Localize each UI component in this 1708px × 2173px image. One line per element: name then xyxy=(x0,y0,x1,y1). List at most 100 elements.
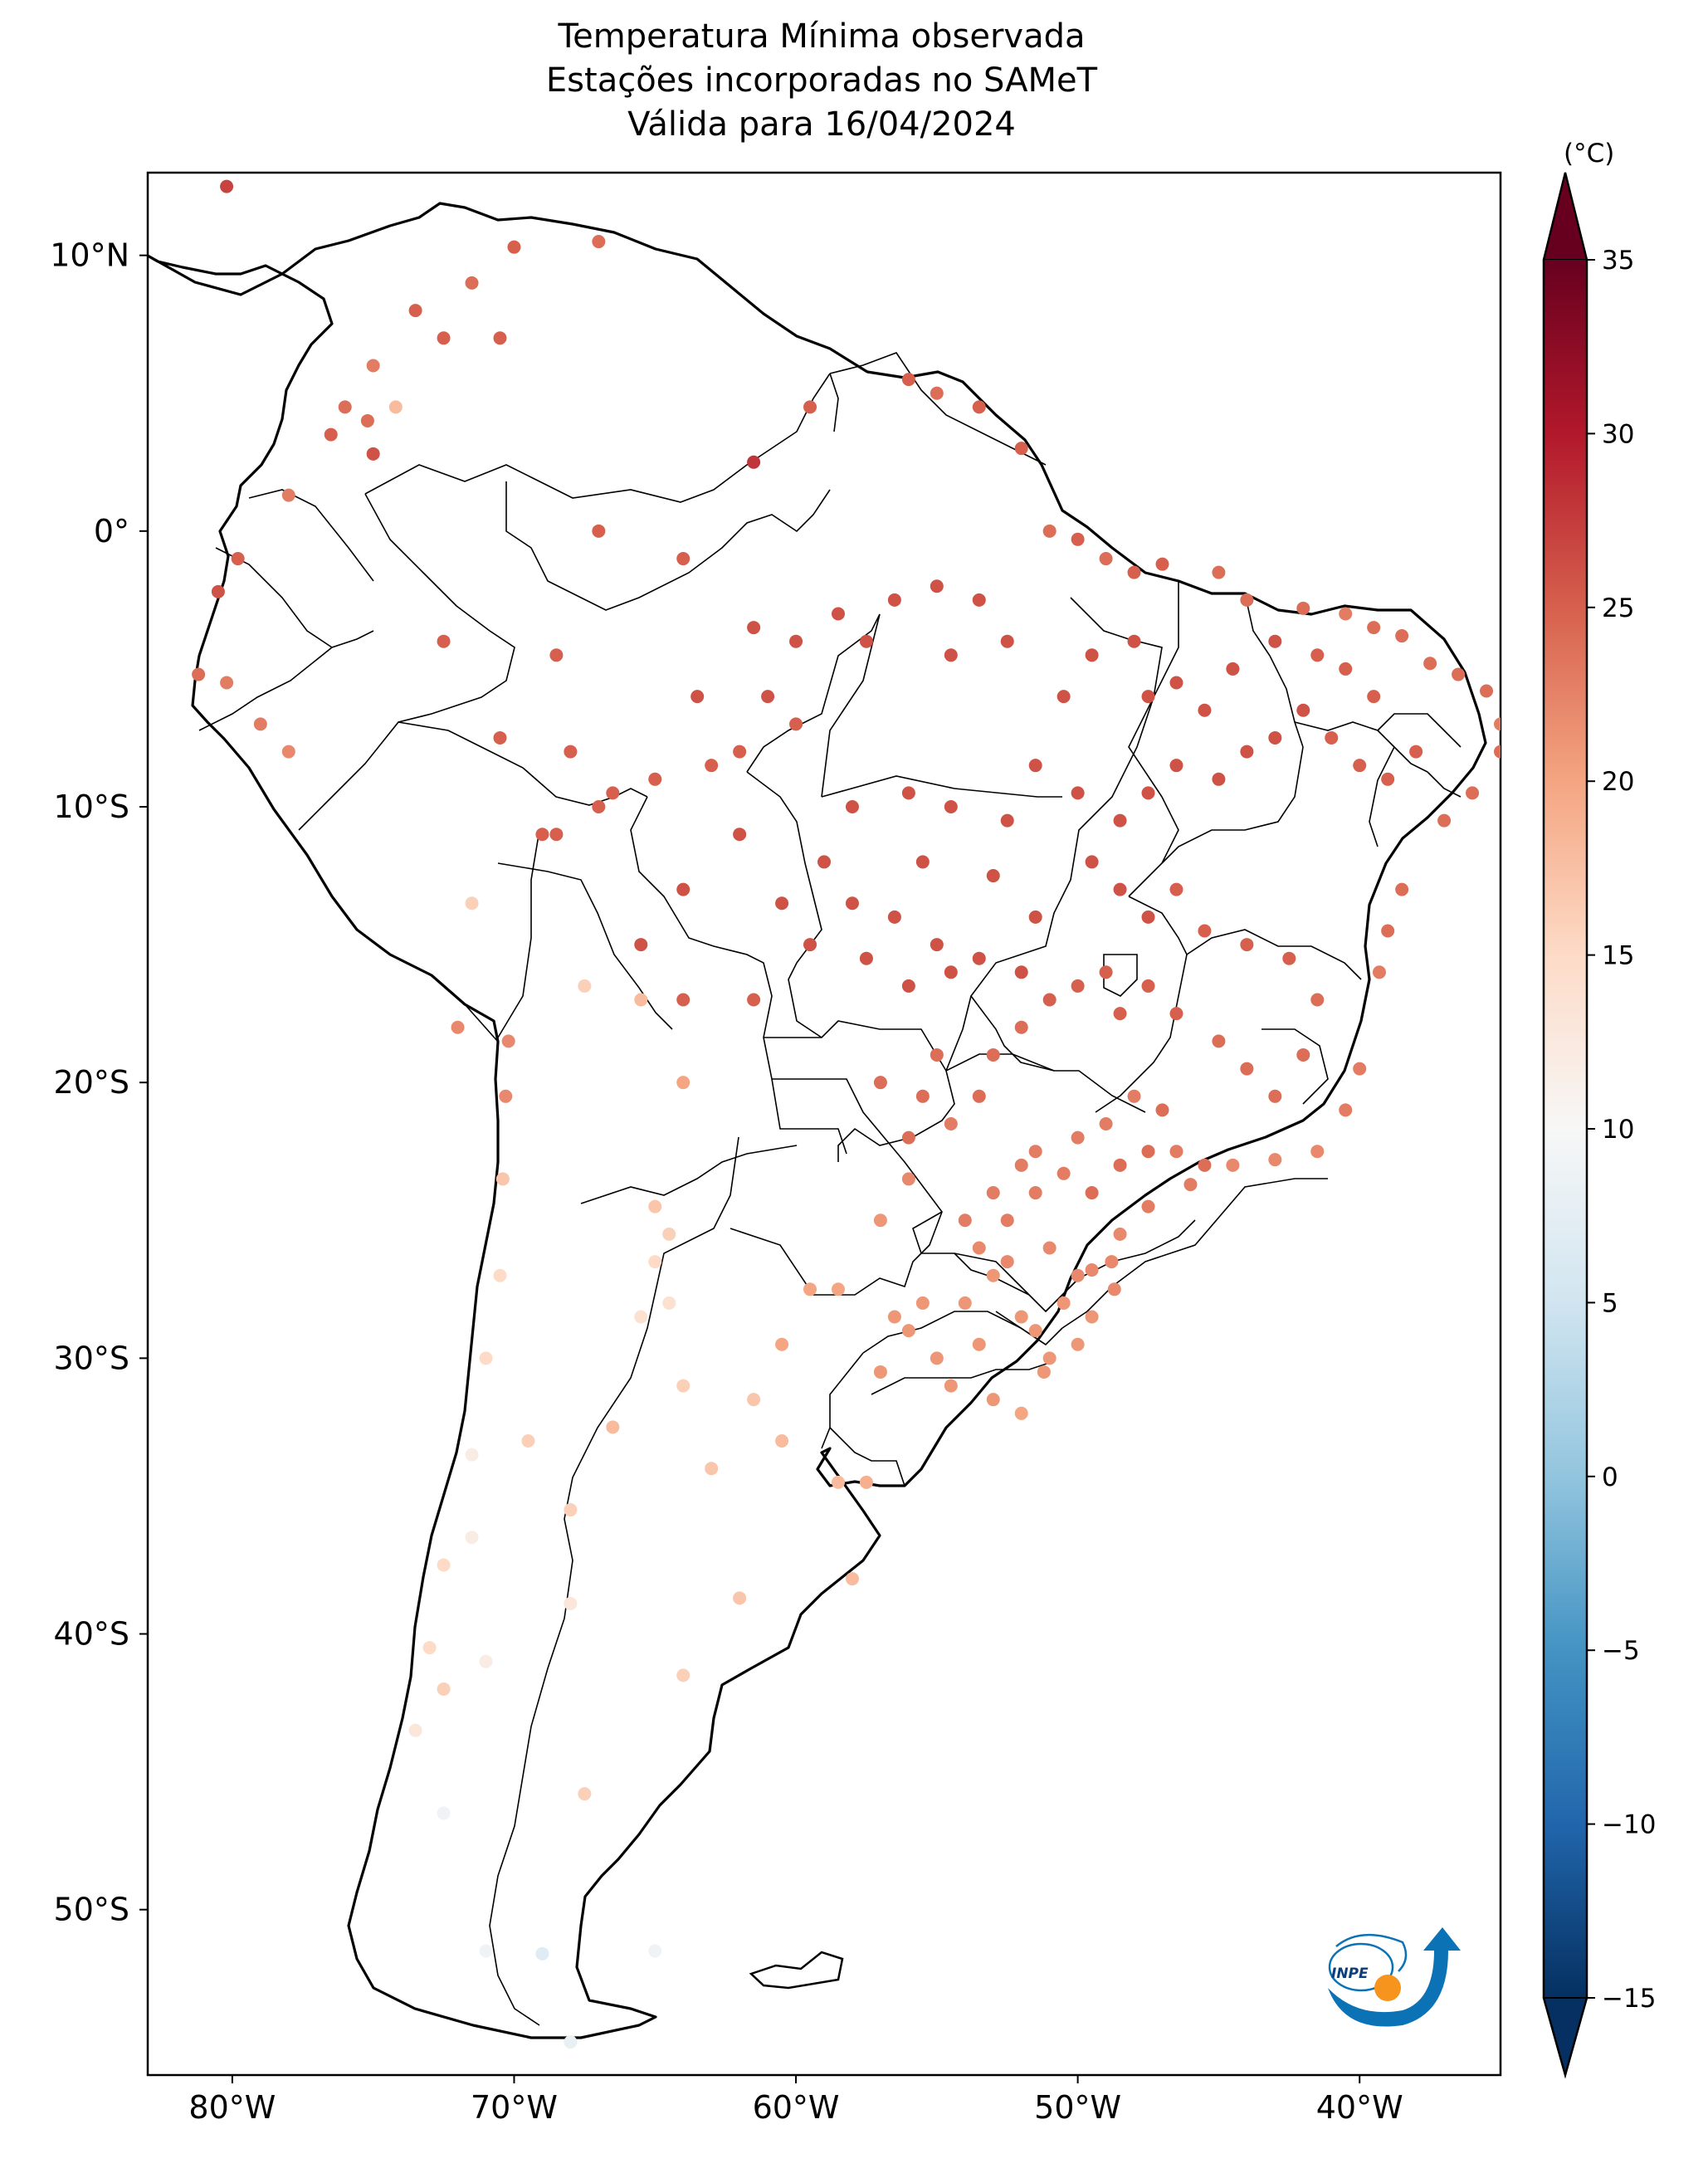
station-marker xyxy=(1113,882,1127,896)
station-marker xyxy=(1014,1020,1028,1034)
station-marker xyxy=(211,584,225,598)
station-marker xyxy=(817,855,831,869)
station-marker xyxy=(972,1241,986,1255)
station-marker xyxy=(733,828,747,842)
station-marker xyxy=(1028,1145,1042,1159)
country-borders xyxy=(198,352,1462,2026)
station-marker xyxy=(592,235,606,249)
station-marker xyxy=(831,1475,845,1489)
station-marker xyxy=(495,1172,510,1186)
station-marker xyxy=(437,634,451,648)
lon-tick-label: 70°W xyxy=(471,2089,558,2126)
station-marker xyxy=(1071,1130,1085,1145)
station-marker xyxy=(592,800,606,813)
station-marker xyxy=(986,1186,1000,1200)
station-marker xyxy=(535,1946,549,1961)
station-marker xyxy=(1268,1153,1282,1167)
station-marker xyxy=(465,896,479,911)
station-marker xyxy=(747,1393,761,1407)
station-marker xyxy=(549,648,564,662)
station-marker xyxy=(915,855,930,869)
station-marker xyxy=(1028,1186,1042,1200)
station-marker xyxy=(1494,745,1501,759)
station-marker xyxy=(1183,1178,1198,1192)
station-marker xyxy=(1437,813,1452,828)
station-marker xyxy=(1282,951,1296,965)
lat-tick-label: 20°S xyxy=(54,1064,129,1101)
lat-tick-label: 0° xyxy=(94,513,129,549)
station-marker xyxy=(1381,772,1395,786)
station-marker xyxy=(944,965,958,979)
station-marker xyxy=(676,1076,691,1090)
station-marker xyxy=(930,1047,944,1062)
station-marker xyxy=(437,1558,451,1572)
station-marker xyxy=(1466,786,1480,800)
station-marker xyxy=(1212,772,1226,786)
station-marker xyxy=(1141,690,1155,704)
station-marker xyxy=(437,1682,451,1696)
station-marker xyxy=(901,1130,915,1145)
station-marker xyxy=(1198,1158,1212,1172)
colorbar-tick-label: −15 xyxy=(1602,1984,1656,2014)
longitude-axis: 80°W 70°W 60°W 50°W 40°W xyxy=(188,2075,1403,2126)
station-marker xyxy=(1099,552,1113,566)
station-marker xyxy=(437,331,451,345)
station-marker xyxy=(338,400,352,414)
station-marker xyxy=(1198,924,1212,938)
station-marker xyxy=(1113,1158,1127,1172)
station-marker xyxy=(901,786,915,800)
lon-tick-label: 80°W xyxy=(188,2089,276,2126)
station-marker xyxy=(986,869,1000,883)
falkland-islands xyxy=(749,1951,844,1990)
station-marker xyxy=(1042,524,1057,538)
colorbar-tick-label: 10 xyxy=(1602,1115,1634,1145)
station-marker xyxy=(944,1117,958,1130)
station-marker xyxy=(465,1448,479,1462)
coastline xyxy=(148,202,1487,2039)
station-marker xyxy=(564,1596,578,1610)
station-marker xyxy=(986,1393,1000,1407)
station-marker xyxy=(915,1089,930,1103)
station-marker xyxy=(606,1420,620,1434)
lat-tick-label: 30°S xyxy=(54,1340,129,1376)
inpe-logo-text: INPE xyxy=(1331,1965,1369,1982)
station-marker xyxy=(220,676,234,690)
station-marker xyxy=(972,593,986,607)
station-marker xyxy=(1000,813,1014,828)
station-marker xyxy=(606,786,620,800)
station-marker xyxy=(465,1531,479,1545)
station-marker xyxy=(986,1047,1000,1062)
station-marker xyxy=(1212,565,1226,579)
station-marker xyxy=(1452,667,1466,681)
station-marker xyxy=(521,1434,535,1448)
station-marker xyxy=(493,1268,507,1282)
station-marker xyxy=(1127,565,1141,579)
colorbar-tick-label: 30 xyxy=(1602,419,1634,449)
station-marker xyxy=(1212,1034,1226,1048)
station-marker xyxy=(733,745,747,759)
station-marker xyxy=(972,1337,986,1351)
station-marker xyxy=(1339,1103,1353,1117)
station-marker xyxy=(747,993,761,1007)
station-marker xyxy=(915,1296,930,1310)
station-marker xyxy=(1037,1365,1051,1379)
colorbar-extend-max xyxy=(1542,172,1588,261)
station-marker xyxy=(1085,1310,1099,1324)
station-marker xyxy=(564,1503,578,1517)
station-marker xyxy=(1169,1007,1183,1021)
station-marker xyxy=(1014,965,1028,979)
station-marker xyxy=(1310,648,1325,662)
station-marker xyxy=(930,386,944,400)
station-marker xyxy=(733,1591,747,1605)
station-marker xyxy=(1000,1213,1014,1228)
station-marker xyxy=(1042,1351,1057,1365)
station-marker xyxy=(831,607,845,621)
station-marker xyxy=(705,1462,719,1476)
station-marker xyxy=(479,1351,493,1365)
station-marker xyxy=(360,413,374,427)
station-marker xyxy=(1141,910,1155,924)
station-marker xyxy=(507,240,521,254)
station-marker xyxy=(775,1337,789,1351)
station-marker xyxy=(1169,759,1183,773)
station-marker xyxy=(662,1227,676,1241)
